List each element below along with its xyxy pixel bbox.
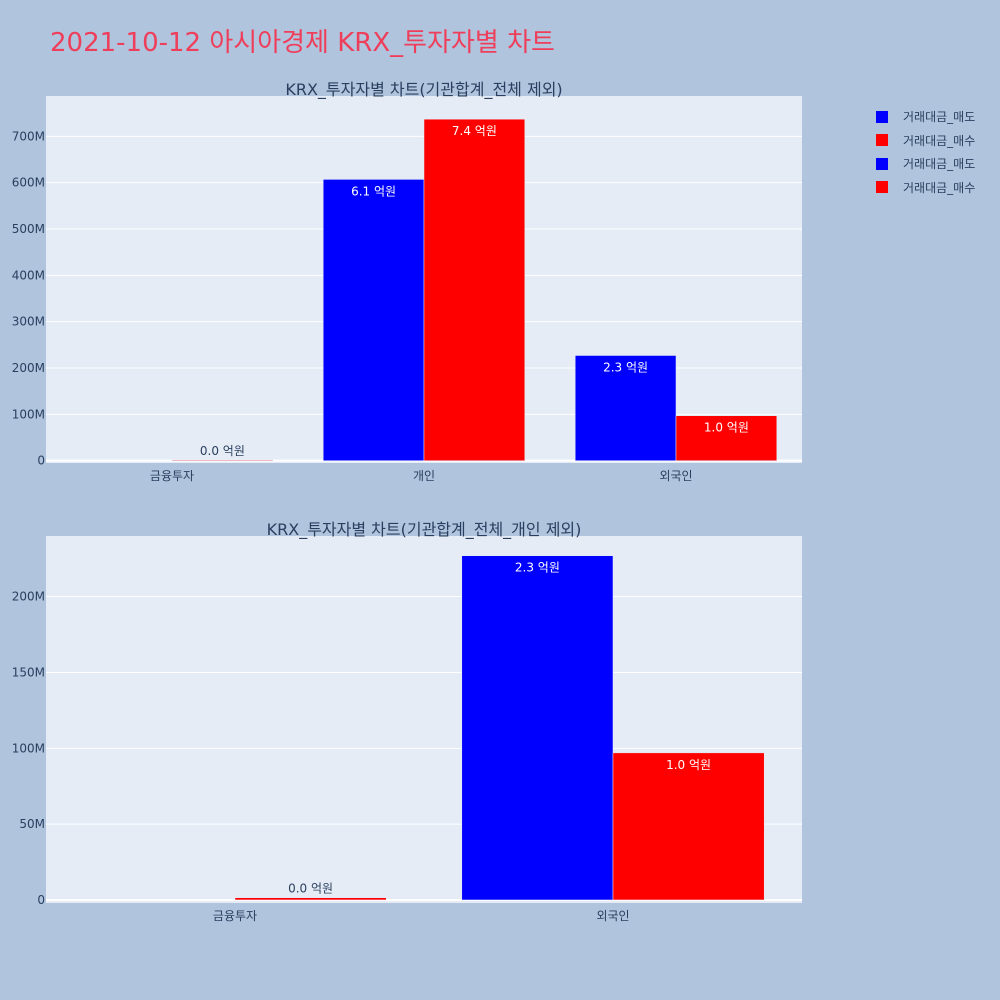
legend-item[interactable]: 거래대금_매도 bbox=[876, 105, 975, 129]
y-tick-label: 300M bbox=[12, 315, 45, 329]
subplot-title: KRX_투자자별 차트(기관합계_전체 제외) bbox=[285, 80, 562, 100]
legend-swatch-sell bbox=[876, 110, 888, 123]
bar-sell bbox=[574, 355, 677, 461]
y-tick-label: 200M bbox=[12, 590, 45, 604]
y-tick-label: 0 bbox=[37, 893, 45, 907]
y-tick-label: 700M bbox=[12, 129, 45, 143]
y-tick-label: 400M bbox=[12, 268, 45, 282]
x-tick-label: 금융투자 bbox=[213, 909, 257, 923]
legend-swatch-sell bbox=[876, 157, 888, 170]
data-label: 6.1 억원 bbox=[351, 184, 396, 198]
x-tick-label: 외국인 bbox=[659, 469, 692, 483]
bar-sell bbox=[461, 555, 614, 901]
y-tick-label: 150M bbox=[12, 665, 45, 679]
legend-swatch-buy bbox=[876, 181, 888, 194]
data-label: 7.4 억원 bbox=[452, 124, 497, 138]
y-tick-label: 600M bbox=[12, 176, 45, 190]
x-tick-label: 금융투자 bbox=[150, 469, 194, 483]
data-label: 1.0 억원 bbox=[704, 421, 749, 435]
legend-item[interactable]: 거래대금_매수 bbox=[876, 129, 975, 153]
legend-label: 거래대금_매도 bbox=[903, 157, 976, 172]
x-tick-label: 외국인 bbox=[596, 909, 629, 923]
legend[interactable]: 거래대금_매도 거래대금_매수 거래대금_매도 거래대금_매수 bbox=[876, 105, 975, 199]
legend-item[interactable]: 거래대금_매수 bbox=[876, 176, 975, 200]
y-tick-label: 100M bbox=[12, 741, 45, 755]
data-label: 1.0 억원 bbox=[666, 758, 711, 772]
data-label: 0.0 억원 bbox=[288, 882, 333, 896]
legend-label: 거래대금_매수 bbox=[903, 133, 976, 148]
bar-buy bbox=[612, 752, 765, 901]
y-tick-label: 500M bbox=[12, 222, 45, 236]
data-label: 2.3 억원 bbox=[515, 561, 560, 575]
data-label: 0.0 억원 bbox=[200, 444, 245, 458]
bar-buy bbox=[675, 415, 778, 461]
bar-buy bbox=[234, 897, 387, 901]
y-tick-label: 100M bbox=[12, 407, 45, 421]
legend-swatch-buy bbox=[876, 134, 888, 147]
x-tick-label: 개인 bbox=[413, 469, 435, 483]
bar-buy bbox=[423, 118, 526, 461]
bar-buy bbox=[171, 459, 274, 461]
y-tick-label: 50M bbox=[19, 817, 45, 831]
page-title: 2021-10-12 아시아경제 KRX_투자자별 차트 bbox=[50, 28, 555, 58]
bar-sell bbox=[322, 179, 425, 461]
y-tick-label: 200M bbox=[12, 361, 45, 375]
subplot-title: KRX_투자자별 차트(기관합계_전체_개인 제외) bbox=[267, 520, 582, 540]
legend-item[interactable]: 거래대금_매도 bbox=[876, 152, 975, 176]
data-label: 2.3 억원 bbox=[603, 360, 648, 374]
legend-label: 거래대금_매도 bbox=[903, 110, 976, 125]
y-tick-label: 0 bbox=[37, 454, 45, 468]
legend-label: 거래대금_매수 bbox=[903, 180, 976, 195]
